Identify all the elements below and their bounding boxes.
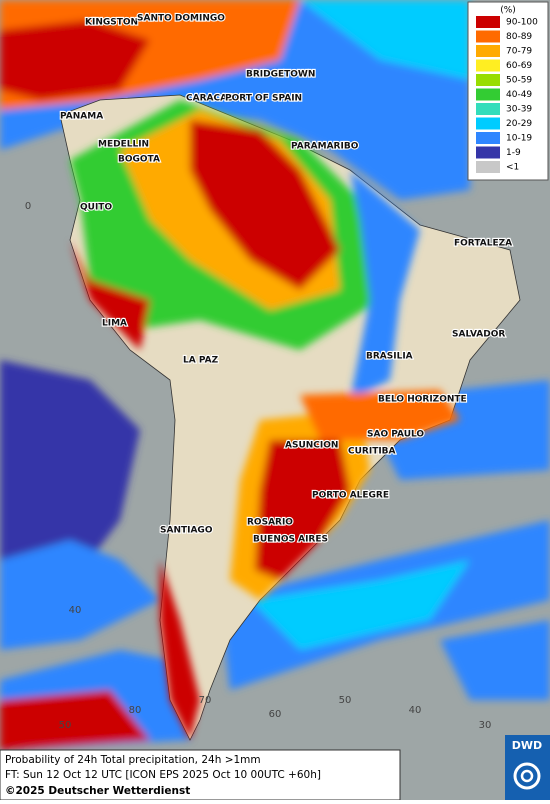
city-label: KINGSTON — [85, 18, 138, 28]
land-precipitation — [70, 100, 460, 740]
legend-label: 1-9 — [506, 148, 521, 158]
legend-label: 20-29 — [506, 119, 532, 129]
city-label: FORTALEZA — [454, 239, 512, 249]
city-label: SANTIAGO — [160, 526, 213, 536]
footer-copyright: ©2025 Deutscher Wetterdienst — [5, 785, 190, 797]
legend-label: 80-89 — [506, 32, 532, 42]
legend-swatch — [476, 59, 500, 72]
legend-swatch — [476, 30, 500, 43]
logo-swirl — [513, 762, 541, 790]
legend: (%) 90-100 80-89 70-79 60-69 50-59 40-49 30-39… — [467, 1, 549, 181]
legend-swatch — [476, 132, 500, 144]
city-label: PORTO ALEGRE — [312, 491, 389, 501]
city-label: ROSARIO — [247, 518, 293, 528]
city-label: BUENOS AIRES — [253, 535, 328, 545]
ocean-precipitation — [0, 0, 550, 750]
city-label: ASUNCION — [285, 441, 338, 451]
graticule-label: 50 — [59, 720, 72, 731]
footer-caption: Probability of 24h Total precipitation, … — [5, 754, 261, 766]
legend-label: 70-79 — [506, 47, 532, 57]
city-label: SAO PAULO — [367, 430, 424, 440]
city-label: CARACAS — [186, 94, 234, 104]
legend-swatch — [476, 103, 500, 115]
city-label: CURITIBA — [348, 447, 396, 457]
city-label: LIMA — [102, 319, 127, 329]
city-label: SANTO DOMINGO — [137, 14, 225, 24]
city-label: PORT OF SPAIN — [225, 94, 302, 104]
graticule-labels: 0 40 50 80 70 60 50 40 30 — [25, 201, 492, 731]
legend-label: 60-69 — [506, 61, 532, 71]
footer-forecast-time: FT: Sun 12 Oct 12 UTC [ICON EPS 2025 Oct… — [5, 769, 321, 781]
graticule-label: 80 — [129, 705, 142, 716]
legend-label: 40-49 — [506, 90, 532, 100]
graticule-label: 50 — [339, 695, 352, 706]
legend-label: 90-100 — [506, 18, 538, 28]
legend-label: 50-59 — [506, 76, 532, 86]
city-label: LA PAZ — [183, 356, 219, 366]
graticule-label: 40 — [409, 705, 422, 716]
city-label: PANAMA — [60, 112, 103, 122]
graticule-label: 0 — [25, 201, 31, 212]
city-label: MEDELLIN — [98, 140, 149, 150]
legend-items: 90-100 80-89 70-79 60-69 50-59 40-49 30-39 20-2… — [476, 16, 538, 173]
city-label: BRIDGETOWN — [246, 70, 315, 80]
legend-swatch — [476, 161, 500, 173]
legend-swatch — [476, 16, 500, 28]
city-label: BELO HORIZONTE — [378, 395, 467, 405]
city-label: BRASILIA — [366, 352, 413, 362]
legend-swatch — [476, 45, 500, 57]
city-label: PARAMARIBO — [291, 142, 359, 152]
legend-swatch — [476, 88, 500, 101]
legend-label: 10-19 — [506, 134, 532, 144]
graticule-label: 40 — [69, 605, 82, 616]
logo-text: DWD — [512, 739, 542, 752]
legend-label: <1 — [506, 163, 519, 173]
graticule-label: 70 — [199, 695, 212, 706]
logo-swirl-inner — [520, 769, 534, 783]
legend-swatch — [476, 74, 500, 86]
city-label: QUITO — [80, 203, 112, 213]
legend-swatch — [476, 117, 500, 130]
legend-title: (%) — [500, 6, 516, 16]
footer-box — [0, 749, 401, 801]
city-label: BOGOTA — [118, 155, 160, 165]
city-label: SALVADOR — [452, 330, 505, 340]
legend-swatch — [476, 146, 500, 159]
graticule-label: 60 — [269, 709, 282, 720]
graticule-label: 30 — [479, 720, 492, 731]
legend-label: 30-39 — [506, 105, 532, 115]
